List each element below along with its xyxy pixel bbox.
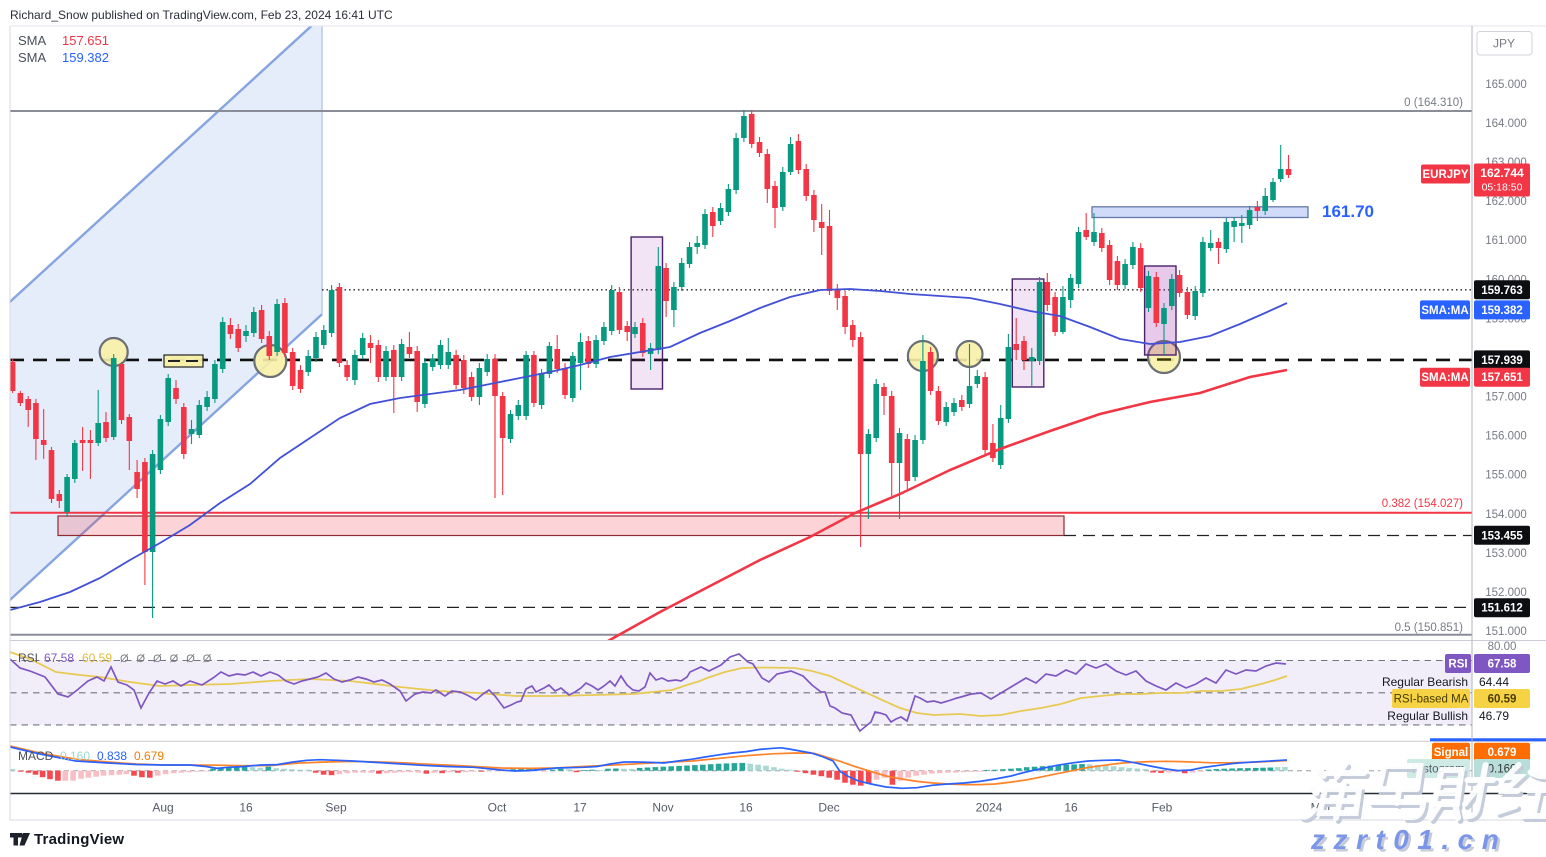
svg-text:RSI-based MA: RSI-based MA [1394,694,1469,706]
svg-text:SMA:MA: SMA:MA [1421,305,1468,317]
svg-text:161.70: 161.70 [1322,202,1374,221]
svg-text:60.59: 60.59 [82,651,112,665]
svg-text:17: 17 [573,801,587,815]
svg-text:0 (164.310): 0 (164.310) [1404,97,1463,109]
svg-text:16: 16 [739,801,753,815]
svg-text:151.612: 151.612 [1481,603,1523,615]
svg-text:46.79: 46.79 [1479,709,1509,723]
svg-text:157.939: 157.939 [1481,355,1523,367]
svg-text:151.000: 151.000 [1485,626,1527,638]
svg-text:164.000: 164.000 [1485,118,1527,130]
svg-text:EURJPY: EURJPY [1422,169,1468,181]
svg-text:162.744: 162.744 [1480,166,1524,180]
svg-text:Feb: Feb [1152,801,1173,815]
svg-text:zzrt01.cn: zzrt01.cn [1310,824,1507,855]
svg-text:Dec: Dec [818,801,839,815]
svg-text:SMA: SMA [18,50,47,65]
svg-text:16: 16 [239,801,253,815]
svg-text:Aug: Aug [152,801,173,815]
svg-text:153.455: 153.455 [1481,530,1523,542]
svg-text:157.000: 157.000 [1485,392,1527,404]
svg-text:0.160: 0.160 [60,749,90,763]
svg-text:80.00: 80.00 [1488,641,1517,653]
svg-text:159.382: 159.382 [62,50,109,65]
svg-text:Regular Bullish: Regular Bullish [1387,709,1468,723]
svg-text:zzrt01.cn: zzrt01.cn [1313,827,1510,857]
svg-text:159.763: 159.763 [1481,285,1523,297]
svg-text:0.679: 0.679 [134,749,164,763]
svg-text:RSI: RSI [18,651,38,665]
svg-text:64.44: 64.44 [1479,675,1509,689]
svg-text:162.000: 162.000 [1485,196,1527,208]
svg-text:67.58: 67.58 [1488,659,1517,671]
svg-text:155.000: 155.000 [1485,470,1527,482]
svg-text:0.5 (150.851): 0.5 (150.851) [1395,622,1464,634]
svg-text:2024: 2024 [976,801,1003,815]
svg-text:Nov: Nov [652,801,673,815]
svg-text:JPY: JPY [1493,37,1515,51]
svg-text:153.000: 153.000 [1485,548,1527,560]
svg-text:157.651: 157.651 [62,33,109,48]
svg-text:Richard_Snow published on Trad: Richard_Snow published on TradingView.co… [10,8,393,22]
svg-text:0.382 (154.027): 0.382 (154.027) [1382,498,1463,510]
svg-text:152.000: 152.000 [1485,587,1527,599]
svg-text:ØØØØØØ: ØØØØØØ [120,653,219,665]
svg-text:154.000: 154.000 [1485,509,1527,521]
svg-text:Regular Bearish: Regular Bearish [1382,675,1468,689]
svg-text:RSI: RSI [1448,659,1467,671]
svg-text:67.58: 67.58 [44,651,74,665]
svg-text:SMA: SMA [18,33,47,48]
svg-text:157.651: 157.651 [1481,372,1523,384]
svg-text:0.679: 0.679 [1488,747,1517,759]
svg-text:TradingView: TradingView [34,831,124,848]
svg-text:60.59: 60.59 [1488,694,1517,706]
svg-text:Sep: Sep [325,801,347,815]
svg-text:16: 16 [1064,801,1078,815]
svg-text:156.000: 156.000 [1485,431,1527,443]
svg-text:05:18:50: 05:18:50 [1482,182,1523,194]
svg-text:Oct: Oct [488,801,507,815]
svg-text:0.838: 0.838 [97,749,127,763]
svg-text:165.000: 165.000 [1485,79,1527,91]
svg-text:Signal: Signal [1434,747,1469,759]
svg-text:159.382: 159.382 [1481,305,1523,317]
svg-text:161.000: 161.000 [1485,235,1527,247]
svg-text:SMA:MA: SMA:MA [1421,372,1468,384]
svg-text:MACD: MACD [18,749,54,763]
